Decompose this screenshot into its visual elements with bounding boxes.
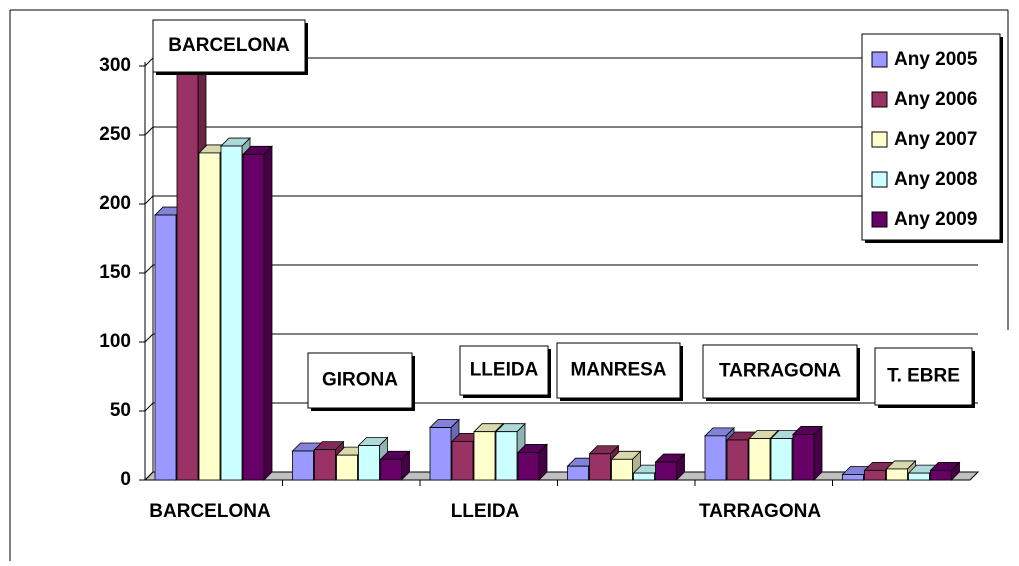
legend-swatch	[871, 211, 888, 228]
bar	[792, 434, 815, 481]
bar-side	[263, 145, 273, 481]
annotation: BARCELONA	[168, 35, 290, 56]
grid-line	[144, 126, 154, 136]
bar	[726, 439, 749, 481]
legend-label: Any 2007	[894, 129, 977, 150]
bar	[589, 453, 611, 481]
bar	[517, 451, 540, 481]
bar	[198, 152, 221, 481]
y-tick-label: 150	[99, 262, 131, 283]
legend-label: Any 2005	[894, 49, 978, 70]
x-tick-label: LLEIDA	[451, 501, 520, 522]
bar	[770, 438, 793, 481]
bar	[154, 214, 177, 481]
x-tick-label: TARRAGONA	[699, 501, 821, 522]
bar	[429, 427, 452, 481]
x-tick-label: BARCELONA	[149, 501, 271, 522]
bar	[292, 450, 314, 481]
bar	[242, 153, 265, 481]
bar	[908, 472, 930, 481]
legend-label: Any 2009	[894, 209, 977, 230]
annotation-box	[874, 347, 973, 406]
bar	[495, 431, 518, 481]
bar	[842, 474, 864, 481]
grid-line	[144, 471, 154, 481]
bar	[176, 51, 199, 481]
bar	[704, 435, 727, 481]
annotation-box	[152, 19, 306, 73]
bar	[380, 458, 402, 481]
legend-swatch	[871, 171, 888, 188]
bar	[336, 454, 358, 481]
annotation: MANRESA	[570, 360, 666, 381]
bar	[567, 465, 589, 481]
bar	[611, 458, 633, 481]
annotation: LLEIDA	[470, 360, 539, 381]
bar	[314, 449, 336, 481]
y-tick-label: 250	[99, 124, 131, 145]
bar	[358, 445, 380, 481]
bar	[886, 468, 908, 481]
bar	[633, 472, 655, 481]
grid-line	[144, 57, 154, 67]
bar	[220, 145, 243, 481]
grid-line	[144, 195, 154, 205]
annotation: GIRONA	[322, 370, 398, 391]
bar	[930, 469, 952, 481]
y-tick-label: 200	[99, 193, 131, 214]
bar-side	[813, 425, 823, 481]
legend-swatch	[871, 131, 888, 148]
bar	[473, 431, 496, 481]
legend-label: Any 2006	[894, 89, 977, 110]
y-tick-label: 0	[120, 469, 131, 490]
annotation-box	[556, 342, 681, 399]
bar	[748, 438, 771, 481]
grid-line	[144, 333, 154, 343]
annotation: T. EBRE	[887, 366, 960, 387]
bar	[655, 461, 677, 481]
legend-swatch	[871, 91, 888, 108]
y-tick-label: 100	[99, 331, 131, 352]
legend-swatch	[871, 51, 888, 68]
legend-label: Any 2008	[894, 169, 977, 190]
y-tick-label: 50	[110, 400, 131, 421]
y-tick-label: 300	[99, 55, 131, 76]
grid-line	[144, 264, 154, 274]
annotation-box	[702, 344, 858, 399]
annotation: TARRAGONA	[719, 361, 841, 382]
annotation-box	[459, 345, 549, 396]
bar	[451, 440, 474, 481]
bar	[864, 469, 886, 481]
annotation-box	[307, 352, 413, 409]
grid-line	[144, 402, 154, 412]
